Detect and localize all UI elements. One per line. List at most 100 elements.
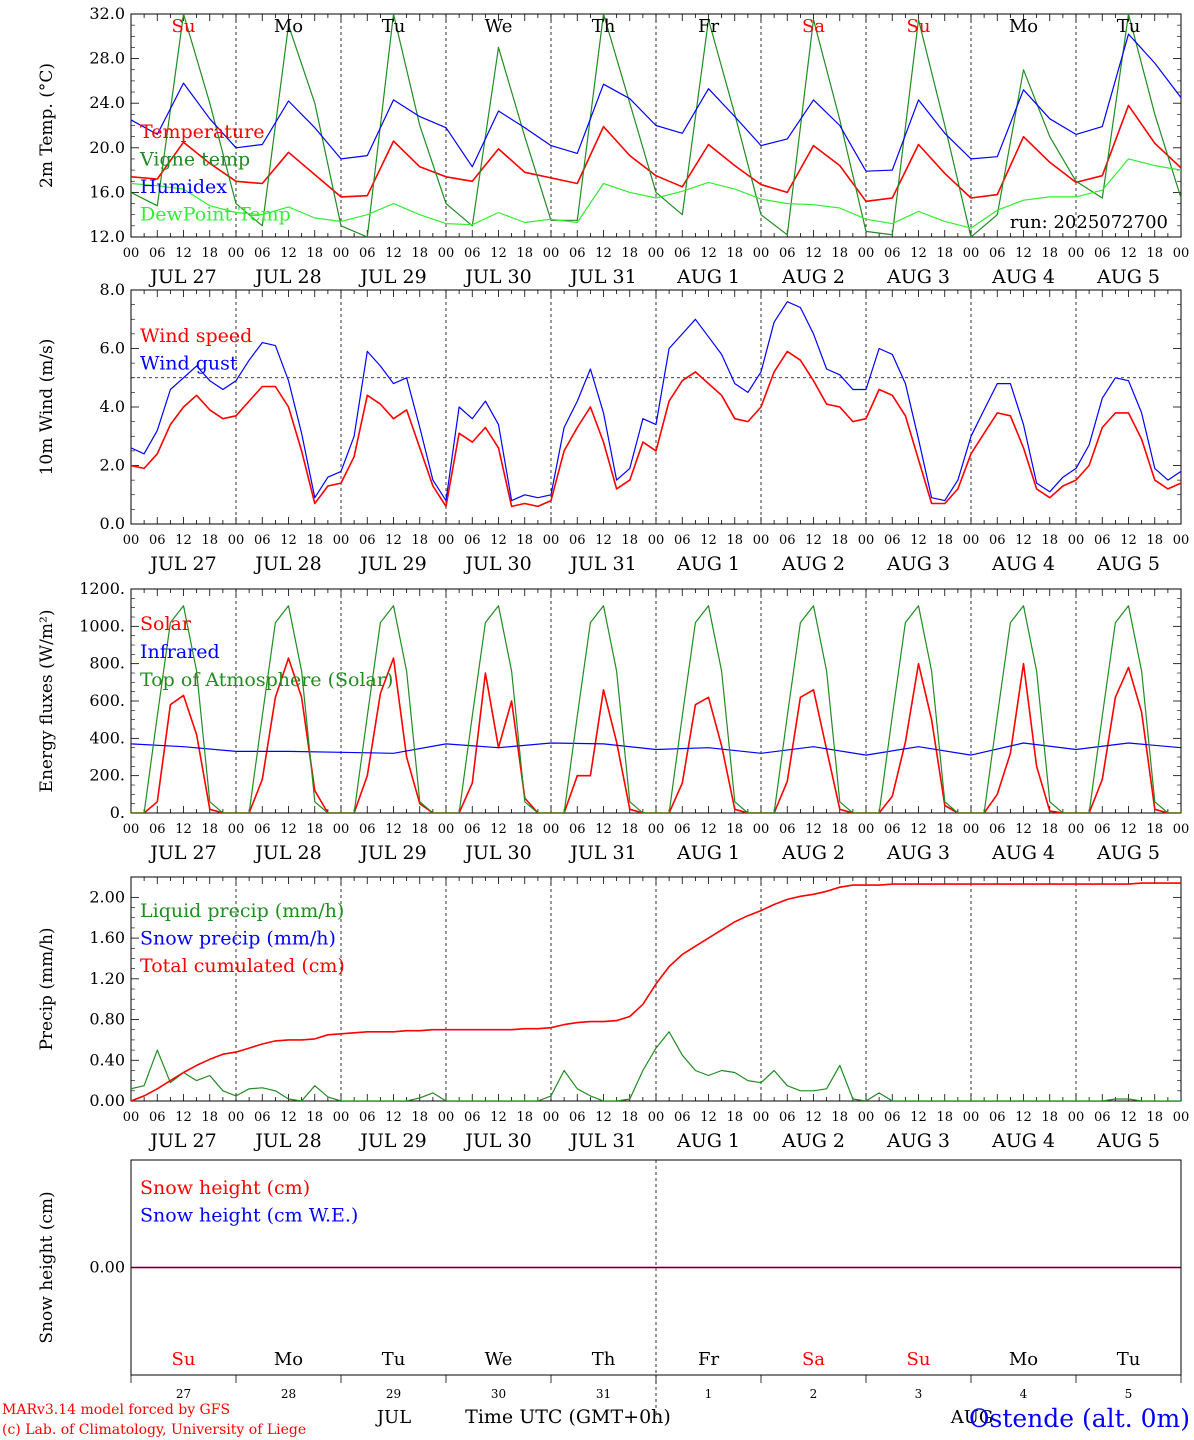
credit-line: MARv3.14 model forced by GFS [2,1402,230,1418]
weekday-label: Tu [1117,1349,1141,1370]
y-tick-label: 1200. [79,579,125,598]
hour-tick-label: 18 [516,822,533,837]
weekday-label: Mo [274,1349,303,1370]
hour-tick-label: 12 [910,246,927,261]
station-label: Ostende (alt. 0m) [969,1404,1190,1433]
hour-tick-label: 06 [779,1110,796,1125]
hour-tick-label: 00 [123,246,140,261]
hour-tick-label: 06 [1094,1110,1111,1125]
hour-tick-label: 18 [306,822,323,837]
hour-tick-label: 12 [1015,822,1032,837]
series-group [131,14,1181,237]
series-group [131,301,1181,508]
y-tick-label: 600. [89,691,125,710]
date-label: JUL 30 [463,842,531,864]
hour-tick-label: 12 [1120,246,1137,261]
hour-tick-label: 00 [753,246,770,261]
date-label: AUG 1 [676,553,740,575]
date-label: AUG 4 [991,842,1055,864]
hour-tick-label: 12 [490,822,507,837]
hour-tick-label: 12 [1120,822,1137,837]
hour-tick-label: 06 [569,533,586,548]
date-label: JUL 31 [568,842,636,864]
hour-tick-label: 06 [884,822,901,837]
hour-tick-label: 12 [700,533,717,548]
legend-entry: Wind gust [140,353,238,375]
weekday-label: Su [172,1349,196,1370]
hour-tick-label: 00 [1173,1110,1190,1125]
hour-tick-label: 06 [1094,246,1111,261]
y-tick-label: 24.0 [89,93,125,112]
hour-tick-label: 06 [1094,533,1111,548]
hour-tick-label: 06 [989,533,1006,548]
series-line-total-cumulated-cm [131,882,1181,1101]
series-line-solar [131,657,1181,813]
hour-tick-label: 18 [411,533,428,548]
hour-tick-label: 12 [910,822,927,837]
date-label: JUL 28 [253,1130,321,1152]
hour-tick-label: 00 [123,533,140,548]
hour-tick-label: 00 [438,533,455,548]
series-line-wind-speed [131,350,1181,508]
hour-tick-label: 18 [726,533,743,548]
legend-entry: Wind speed [140,325,252,347]
weekday-label: Th [592,1349,616,1370]
weekday-label: Mo [1009,1349,1038,1370]
day-number: 31 [596,1387,611,1401]
weekday-label: Sa [802,16,825,37]
legend-entry: Vigne temp [139,149,250,171]
hour-tick-label: 00 [753,1110,770,1125]
hour-tick-label: 12 [910,533,927,548]
day-number: 1 [705,1387,713,1401]
legend-entry: Temperature [140,121,264,143]
hour-tick-label: 18 [516,533,533,548]
weekday-label: Tu [382,1349,406,1370]
hour-tick-label: 00 [1173,246,1190,261]
date-label: JUL 29 [358,266,426,288]
hour-tick-label: 18 [726,822,743,837]
legend-entry: Total cumulated (cm) [140,955,345,977]
date-label: AUG 3 [886,266,950,288]
weekday-label: We [485,16,513,37]
hour-tick-label: 06 [359,822,376,837]
hour-tick-label: 12 [175,1110,192,1125]
date-label: AUG 3 [886,842,950,864]
weekday-label: Tu [1117,16,1141,37]
date-label: JUL 27 [148,266,216,288]
hour-tick-label: 06 [464,822,481,837]
hour-tick-label: 12 [1015,533,1032,548]
hour-tick-label: 12 [595,246,612,261]
hour-tick-label: 12 [910,1110,927,1125]
series-line-top-of-atmosphere-solar [131,605,1181,813]
y-axis-label: 10m Wind (m/s) [37,339,57,476]
hour-tick-label: 06 [254,822,271,837]
hour-tick-label: 06 [569,1110,586,1125]
hour-tick-label: 12 [805,1110,822,1125]
hour-tick-label: 06 [149,246,166,261]
hour-tick-label: 12 [385,246,402,261]
hour-tick-label: 18 [936,246,953,261]
hour-tick-label: 06 [359,1110,376,1125]
weekday-label: Su [907,1349,931,1370]
hour-tick-label: 00 [1173,533,1190,548]
y-tick-label: 1.60 [89,928,125,947]
hour-tick-label: 12 [595,822,612,837]
date-label: JUL 30 [463,266,531,288]
hour-tick-label: 18 [621,822,638,837]
day-number: 27 [176,1387,191,1401]
hour-tick-label: 06 [989,822,1006,837]
hour-tick-label: 18 [516,1110,533,1125]
date-label: AUG 4 [991,553,1055,575]
hour-tick-label: 18 [831,1110,848,1125]
hour-tick-label: 18 [411,822,428,837]
hour-tick-label: 00 [648,822,665,837]
hour-tick-label: 00 [648,246,665,261]
y-tick-label: 0.00 [89,1258,125,1277]
legend-entry: Humidex [140,176,227,198]
legend-entry: Snow precip (mm/h) [140,928,336,950]
hour-tick-label: 06 [569,822,586,837]
hour-tick-label: 06 [1094,822,1111,837]
series-group [131,882,1181,1101]
hour-tick-label: 00 [123,1110,140,1125]
hour-tick-label: 00 [543,533,560,548]
